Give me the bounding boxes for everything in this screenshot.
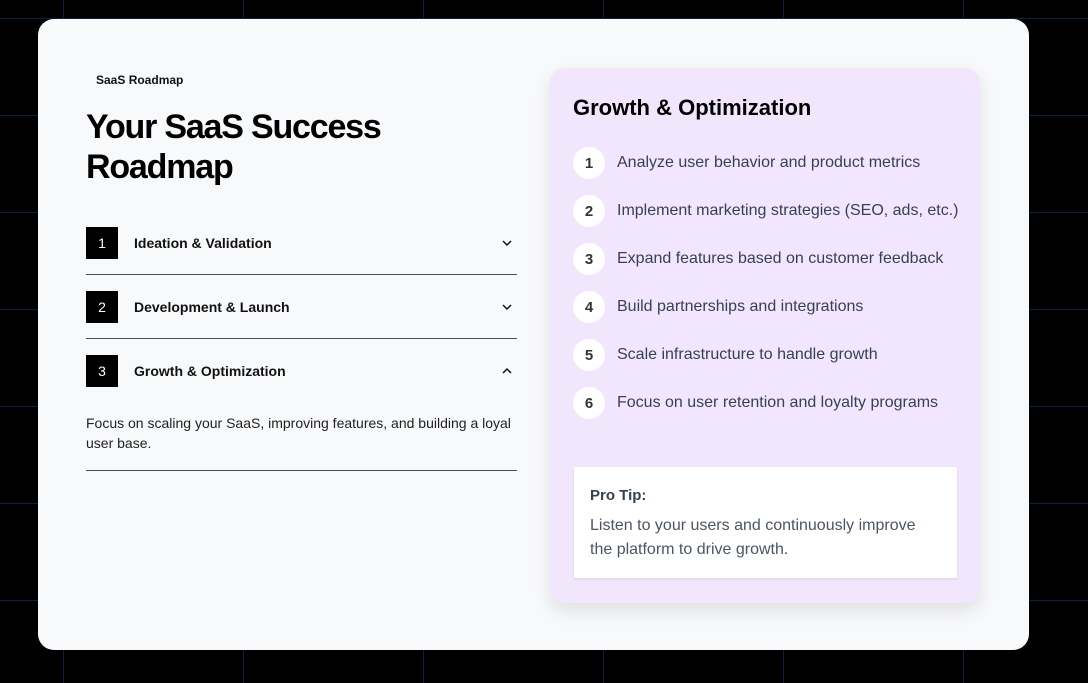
step-number: 2 xyxy=(573,195,605,227)
accordion: 1 Ideation & Validation 2 Development & … xyxy=(86,211,517,471)
step-number: 3 xyxy=(573,243,605,275)
accordion-item-ideation[interactable]: 1 Ideation & Validation xyxy=(86,211,517,275)
accordion-label: Ideation & Validation xyxy=(134,234,272,251)
step-number: 4 xyxy=(573,291,605,323)
accordion-label: Growth & Optimization xyxy=(134,363,286,379)
chevron-up-icon xyxy=(502,367,512,374)
list-item: 2 Implement marketing strategies (SEO, ad… xyxy=(573,195,963,227)
step-number: 5 xyxy=(573,339,605,371)
list-item: 6 Focus on user retention and loyalty pro… xyxy=(573,387,963,419)
step-number: 1 xyxy=(573,147,605,179)
step-text: Expand features based on customer feedba… xyxy=(617,250,944,267)
pro-tip-box: Pro Tip: Listen to your users and contin… xyxy=(574,467,957,578)
list-item: 4 Build partnerships and integrations xyxy=(573,291,963,323)
panel-title: Growth & Optimization xyxy=(573,95,812,120)
chevron-down-icon xyxy=(502,239,512,246)
stage-detail-panel: Growth & Optimization 1 Analyze user beha… xyxy=(550,68,980,603)
chevron-down-icon xyxy=(502,303,512,310)
steps-list: 1 Analyze user behavior and product metri… xyxy=(573,147,963,435)
pro-tip-heading: Pro Tip: xyxy=(590,487,647,504)
accordion-label: Development & Launch xyxy=(134,298,290,315)
accordion-item-development[interactable]: 2 Development & Launch xyxy=(86,275,517,339)
step-text: Build partnerships and integrations xyxy=(617,298,864,315)
step-number: 2 xyxy=(86,290,118,323)
list-item: 3 Expand features based on customer feedb… xyxy=(573,243,963,275)
pro-tip-text: Listen to your users and continuously im… xyxy=(590,517,916,558)
step-number: 6 xyxy=(573,387,605,419)
accordion-item-growth[interactable]: 3 Growth & Optimization xyxy=(86,339,517,403)
list-item: 1 Analyze user behavior and product metri… xyxy=(573,147,963,179)
eyebrow-label: SaaS Roadmap xyxy=(96,73,184,87)
step-text: Analyze user behavior and product metric… xyxy=(617,154,921,171)
step-text: Scale infrastructure to handle growth xyxy=(617,346,878,363)
list-item: 5 Scale infrastructure to handle growth xyxy=(573,339,963,371)
page-title: Your SaaS Success Roadmap xyxy=(86,108,382,186)
roadmap-card: SaaS Roadmap Your SaaS Success Roadmap 1… xyxy=(38,19,1029,650)
step-text: Focus on user retention and loyalty prog… xyxy=(617,394,939,411)
accordion-description: Focus on scaling your SaaS, improving fe… xyxy=(86,403,517,471)
step-number: 1 xyxy=(86,226,118,259)
step-number: 3 xyxy=(86,355,118,387)
step-text: Implement marketing strategies (SEO, ads… xyxy=(617,202,959,219)
